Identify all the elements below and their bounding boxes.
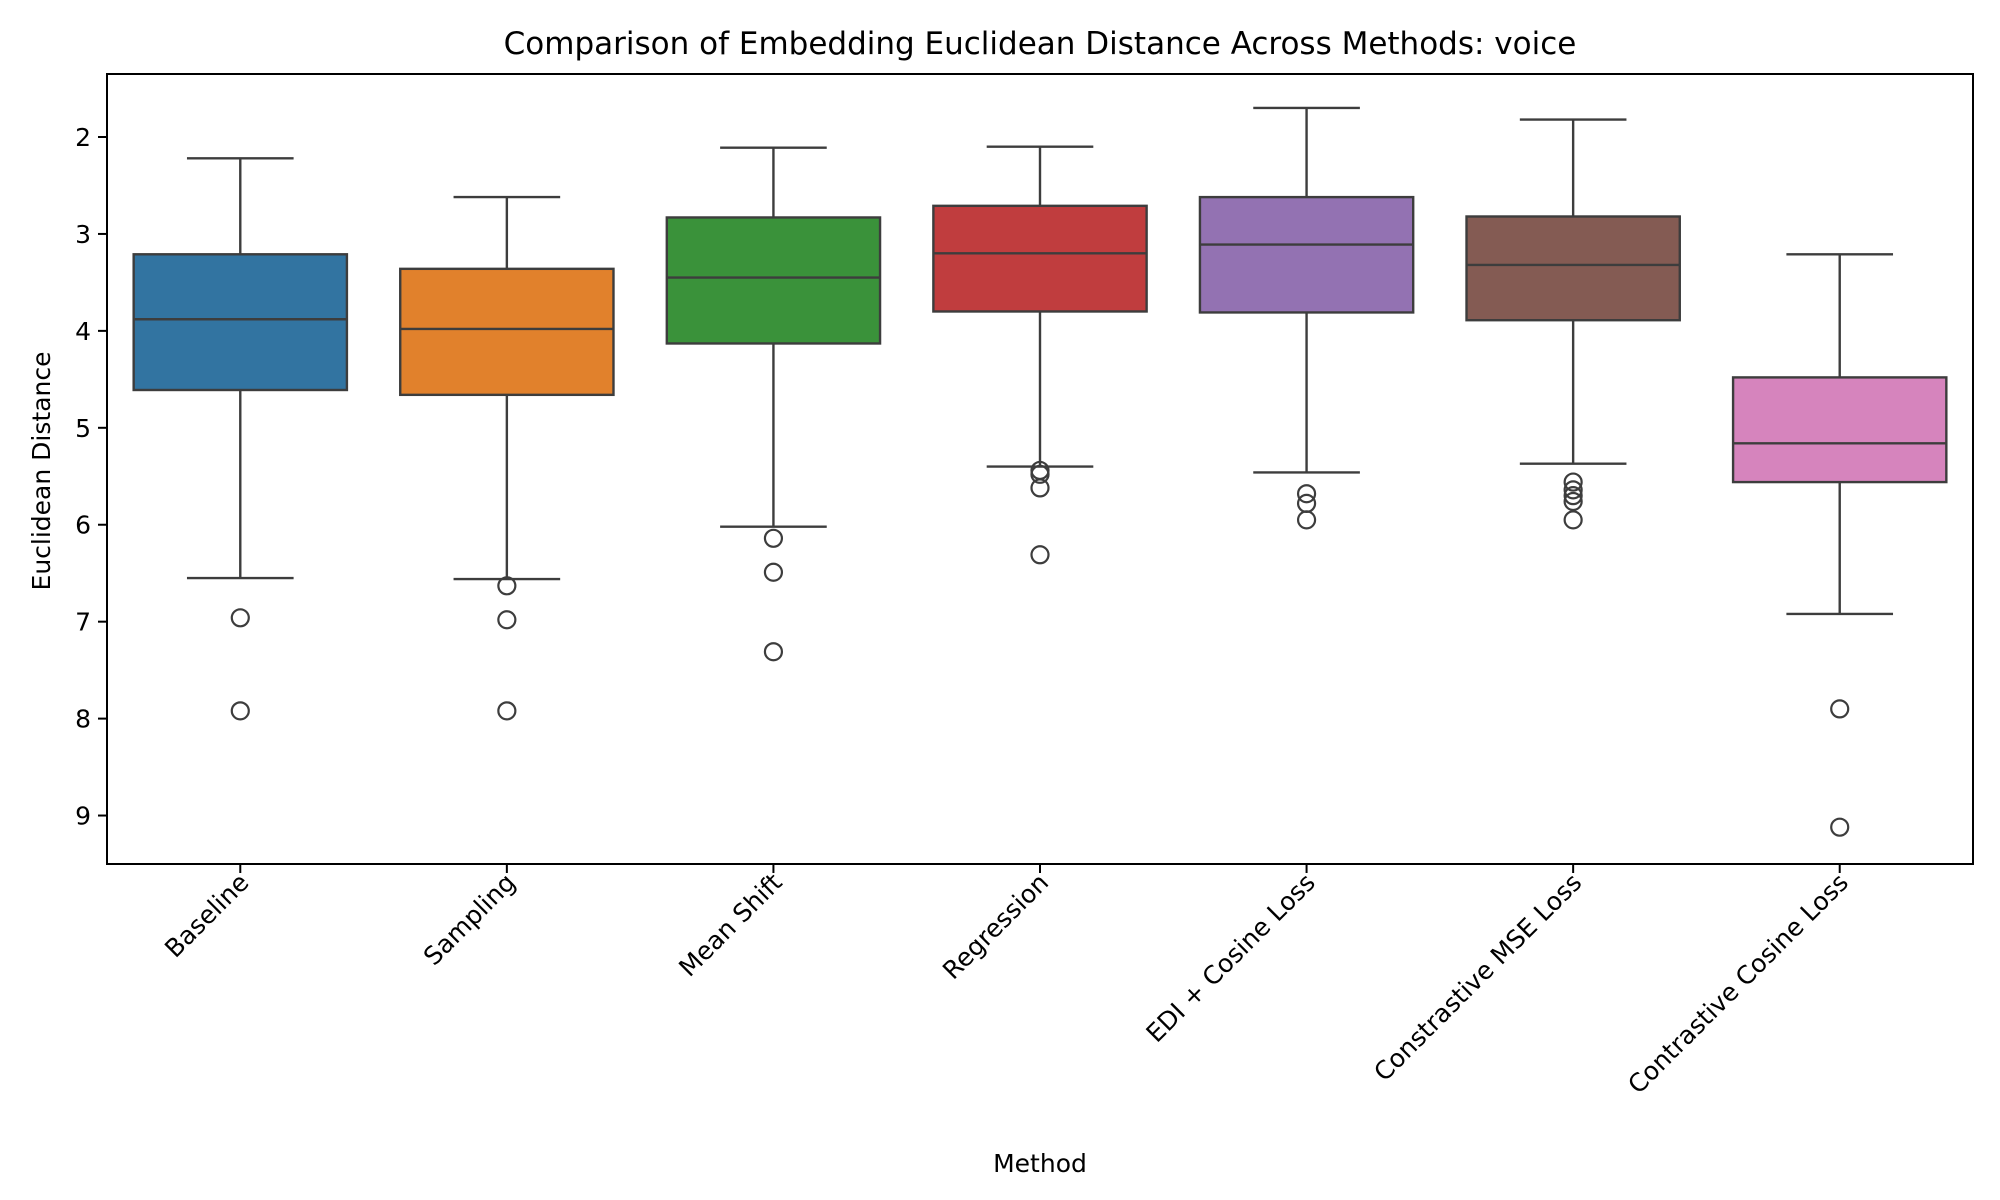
- plot-frame: [106, 73, 1974, 865]
- y-tick-label: 3: [75, 220, 91, 249]
- box-group: [1465, 118, 1681, 530]
- box-group: [399, 195, 615, 721]
- chart-title: Comparison of Embedding Euclidean Distan…: [504, 26, 1577, 62]
- box-rect: [399, 267, 615, 397]
- box-group: [1198, 106, 1415, 530]
- box-group: [665, 146, 882, 662]
- outlier-point: [1563, 491, 1583, 512]
- y-axis-label: Euclidean Distance: [27, 352, 56, 591]
- box-rect: [132, 253, 349, 392]
- outlier-point: [763, 528, 784, 548]
- outlier-point: [1296, 510, 1317, 530]
- x-tick-label: Regression: [937, 868, 1054, 985]
- x-axis: Baseline Sampling Mean Shift Regression EDI …: [159, 864, 1854, 1099]
- plot-area: [132, 106, 1948, 837]
- y-tick-label: 8: [75, 705, 91, 734]
- y-tick-label: 5: [75, 414, 91, 443]
- box-rect: [1731, 376, 1948, 484]
- box-group: [132, 157, 349, 721]
- box-group: [1731, 253, 1948, 837]
- x-tick-label: Contrastive Cosine Loss: [1622, 868, 1854, 1100]
- x-axis-label: Method: [993, 1149, 1087, 1178]
- y-tick-label: 9: [75, 802, 91, 831]
- outlier-point: [1563, 480, 1583, 500]
- box-group: [932, 145, 1148, 565]
- outlier-point: [1030, 464, 1050, 484]
- outlier-point: [497, 576, 517, 596]
- box-rect: [932, 204, 1148, 313]
- x-tick-label: Sampling: [418, 868, 521, 971]
- outlier-point: [763, 642, 784, 662]
- x-tick-label: Constrastive MSE Loss: [1368, 868, 1587, 1087]
- outlier-point: [1296, 493, 1317, 514]
- outlier-point: [497, 610, 517, 630]
- outlier-point: [1296, 484, 1317, 504]
- outlier-point: [230, 701, 250, 721]
- outlier-point: [1830, 817, 1850, 837]
- box-rect: [1198, 195, 1415, 314]
- outlier-point: [1563, 510, 1583, 530]
- y-tick-label: 6: [75, 511, 91, 540]
- outlier-point: [230, 608, 250, 628]
- outlier-point: [1830, 699, 1850, 719]
- outlier-point: [1563, 472, 1583, 492]
- x-tick-label: Mean Shift: [673, 868, 788, 983]
- y-tick-label: 2: [75, 123, 91, 152]
- outlier-point: [1030, 478, 1050, 498]
- outlier-point: [497, 701, 517, 721]
- outlier-point: [1030, 545, 1050, 565]
- y-tick-label: 7: [75, 608, 91, 637]
- x-tick-label: EDI + Cosine Loss: [1141, 868, 1321, 1048]
- outlier-point: [1563, 486, 1583, 506]
- x-tick-label: Baseline: [159, 868, 254, 963]
- box-rect: [665, 216, 882, 345]
- outlier-point: [763, 562, 784, 582]
- y-axis: 2 3 4 5 6 7 8 9: [75, 123, 107, 831]
- y-tick-label: 4: [75, 317, 91, 346]
- box-rect: [1465, 215, 1681, 322]
